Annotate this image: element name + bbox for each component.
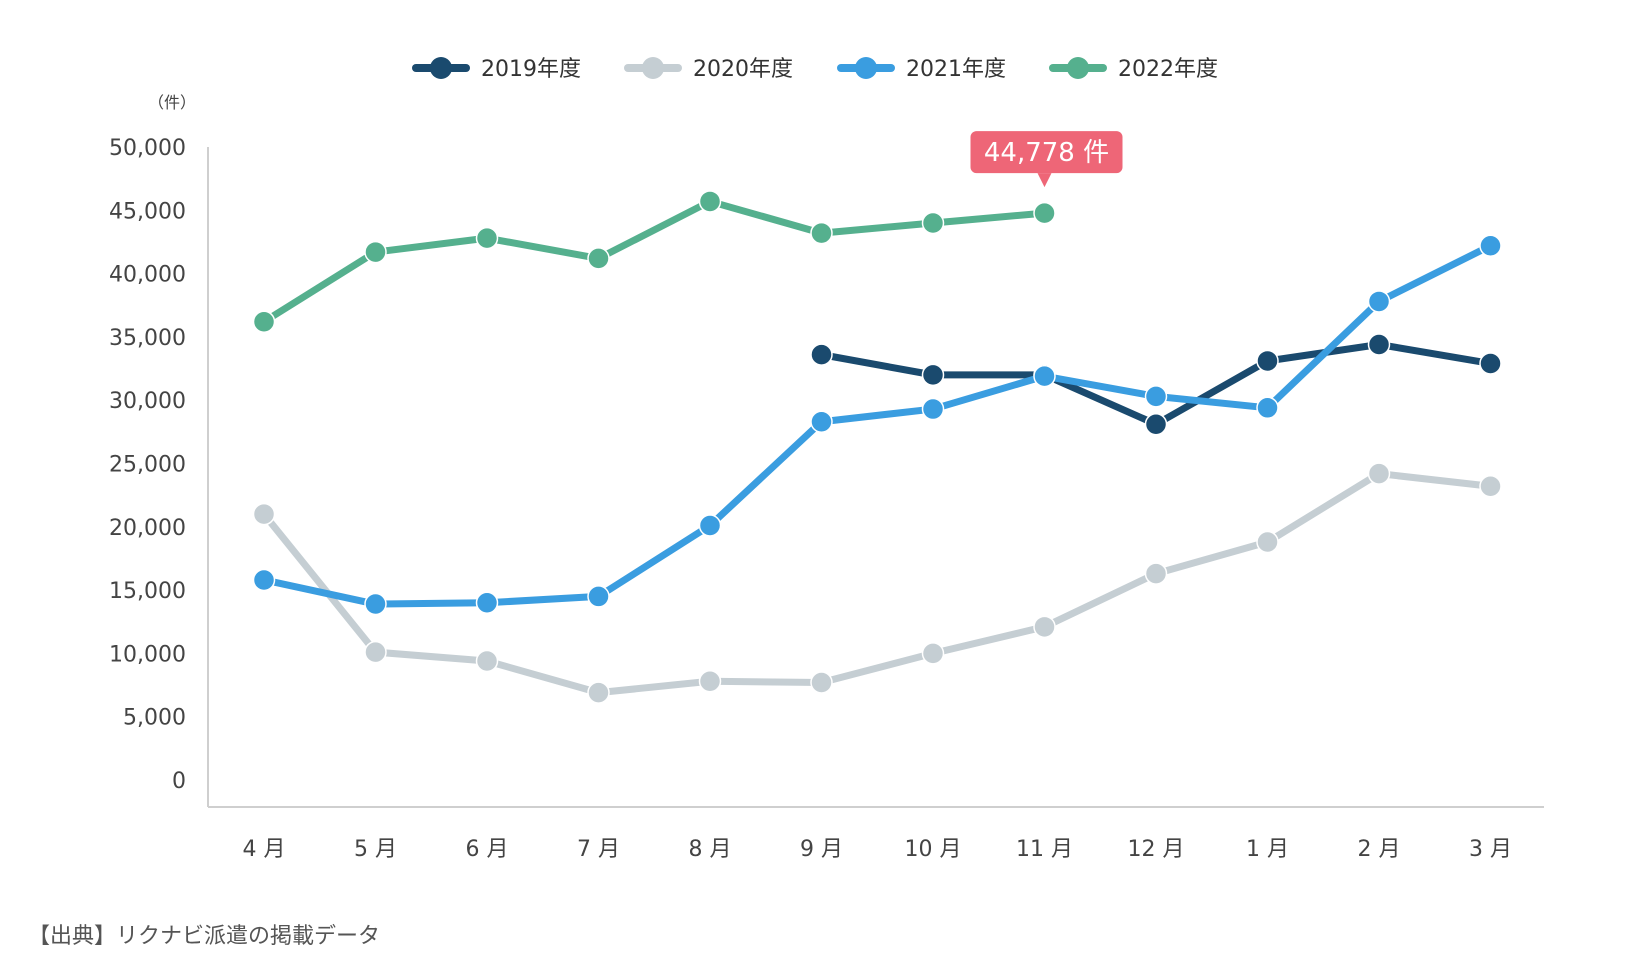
series-line [260, 242, 1494, 608]
data-point [364, 640, 387, 664]
y-axis-unit-label: （件） [148, 93, 196, 112]
data-point [475, 649, 499, 673]
data-point [1144, 413, 1168, 436]
legend-label: 2021年度 [906, 57, 1006, 82]
series-line [260, 197, 1048, 326]
data-point [810, 221, 833, 245]
legend-swatch-marker [855, 57, 877, 79]
y-tick-label: 50,000 [109, 136, 186, 161]
series-layer [252, 190, 1502, 704]
data-point [1367, 333, 1391, 356]
x-tick-label: 7 月 [577, 837, 620, 862]
y-axis: 0 5,000 10,000 15,000 20,000 25,000 30,000 35,0… [109, 136, 209, 807]
data-point [252, 502, 276, 526]
x-tick-label: 9 月 [800, 837, 843, 862]
y-tick-label: 5,000 [123, 706, 186, 731]
legend-item: 2020年度 [624, 57, 793, 82]
data-point [698, 514, 722, 537]
x-tick-label: 3 月 [1469, 837, 1512, 862]
x-tick-label: 11 月 [1016, 837, 1073, 862]
data-point [252, 310, 276, 333]
data-point [698, 670, 722, 693]
data-point [364, 240, 387, 264]
data-point [810, 671, 833, 694]
callout-box [970, 131, 1123, 174]
data-point [1033, 364, 1056, 388]
data-point [475, 591, 499, 615]
data-point [1479, 352, 1502, 375]
data-point [921, 397, 945, 421]
legend-item: 2021年度 [837, 57, 1006, 82]
source-note: 【出典】リクナビ派遣の掲載データ [28, 924, 381, 949]
x-tick-label: 10 月 [905, 837, 962, 862]
x-tick-label: 5 月 [354, 837, 397, 862]
data-point [1367, 462, 1391, 485]
annotation: 44,778 件 [970, 131, 1123, 188]
series-2022年度 [252, 190, 1056, 333]
data-point [1144, 562, 1168, 585]
data-point [1033, 201, 1056, 225]
data-point [1256, 530, 1279, 554]
y-tick-label: 10,000 [109, 642, 186, 667]
series-2020年度 [252, 462, 1502, 704]
x-tick-label: 6 月 [466, 837, 509, 862]
y-tick-label: 40,000 [109, 263, 186, 288]
data-point [475, 226, 499, 250]
data-point [587, 247, 610, 270]
y-tick-label: 45,000 [109, 199, 186, 224]
x-tick-label: 1 月 [1246, 837, 1289, 862]
data-point [364, 592, 387, 616]
data-point [1479, 475, 1502, 498]
y-tick-label: 20,000 [109, 516, 186, 541]
data-point [810, 343, 833, 366]
data-point [921, 642, 945, 665]
legend-label: 2020年度 [693, 57, 793, 82]
x-axis: 4 月 5 月 6 月 7 月 8 月 9 月 10 月 11 月 12 月 1 月 2 月 3 月 [208, 806, 1544, 862]
legend-label: 2019年度 [481, 57, 581, 82]
line-chart: 2019年度 2020年度 2021年度 2022年度 （件） 0 5,000 10,00… [109, 57, 1544, 862]
legend-item: 2022年度 [1049, 57, 1218, 82]
data-point [698, 190, 722, 213]
y-tick-label: 35,000 [109, 326, 186, 351]
x-tick-label: 8 月 [689, 837, 732, 862]
data-point [1367, 290, 1391, 313]
legend-item: 2019年度 [412, 57, 581, 82]
y-tick-label: 30,000 [109, 389, 186, 414]
x-tick-label: 12 月 [1128, 837, 1185, 862]
data-point [1256, 396, 1279, 420]
data-point [587, 585, 610, 608]
legend-swatch-marker [1067, 57, 1089, 79]
x-tick-label: 4 月 [243, 837, 286, 862]
callout-label: 44,778 件 [984, 138, 1109, 168]
data-point [252, 568, 276, 592]
series-line [260, 470, 1494, 697]
data-point [921, 211, 945, 235]
x-tick-label: 2 月 [1358, 837, 1401, 862]
legend: 2019年度 2020年度 2021年度 2022年度 [412, 57, 1218, 82]
y-tick-label: 0 [172, 769, 186, 794]
legend-swatch-marker [430, 57, 452, 79]
legend-swatch-marker [642, 57, 664, 79]
y-tick-label: 15,000 [109, 579, 186, 604]
data-point [1256, 349, 1279, 373]
data-point [1144, 385, 1168, 408]
data-point [921, 363, 945, 387]
data-point [587, 681, 610, 704]
series-2021年度 [252, 234, 1502, 616]
data-point [1479, 234, 1502, 257]
series-2019年度 [810, 333, 1502, 436]
data-point [1033, 615, 1056, 639]
data-point [810, 410, 833, 433]
y-tick-label: 25,000 [109, 453, 186, 478]
legend-label: 2022年度 [1118, 57, 1218, 82]
callout-pointer [1037, 173, 1052, 188]
